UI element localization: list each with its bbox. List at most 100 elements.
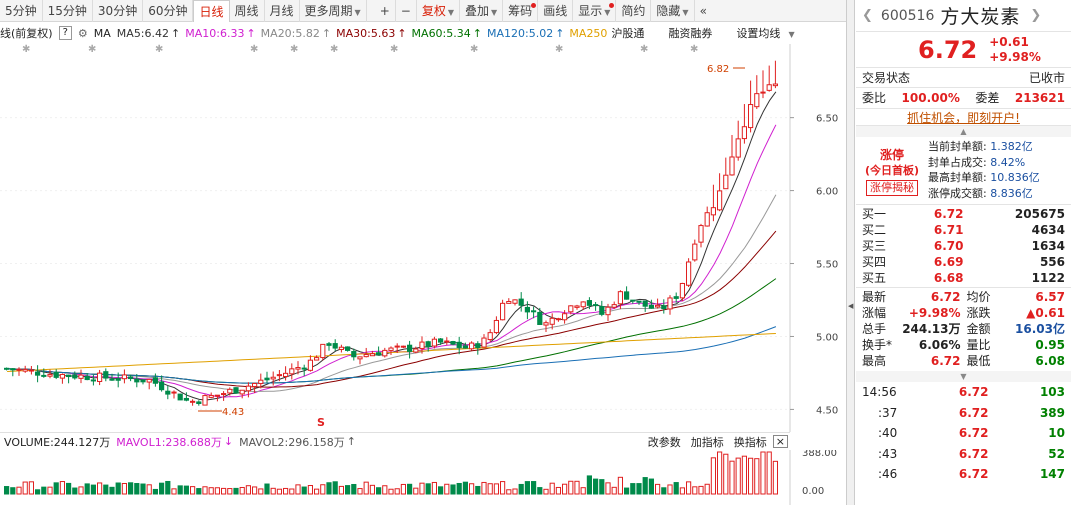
status-label: 交易状态 [862,71,911,85]
volume-bar [760,451,766,495]
open-account-banner[interactable]: 抓住机会，即刻开户! [856,108,1071,126]
book-price: 6.71 [933,223,964,237]
chevron-up-icon[interactable]: ▲ [856,126,1071,137]
limit-stat-row: 最高封单额: 10.836亿 [928,170,1071,186]
limit-up-reveal-button[interactable]: 涨停揭秘 [866,180,918,196]
fuquan-button[interactable]: 复权 ▼ [417,0,460,22]
order-book-row[interactable]: 买五 6.68 1122 [856,270,1071,286]
event-star-icon: ✱ [330,44,338,55]
order-book-row[interactable]: 买二 6.71 4634 [856,222,1071,238]
candle [382,347,388,358]
book-level: 买三 [862,239,887,253]
candle [97,369,103,386]
order-book-row[interactable]: 买三 6.70 1634 [856,238,1071,254]
volume-bar [692,486,698,495]
candle-body [4,367,10,370]
candle [196,400,202,406]
candle [413,346,419,354]
candle-body [481,337,487,348]
limit-stat-value: 1.382亿 [990,140,1033,153]
chips-button[interactable]: 筹码 [503,0,539,22]
candle-body [400,345,406,348]
event-star-icon: ✱ [88,44,96,55]
candle-body [593,304,599,307]
help-icon[interactable]: ? [58,26,72,40]
candle [400,345,406,348]
candle-body [462,345,468,349]
display-button[interactable]: 显示 ▼ [573,0,617,22]
book-price: 6.72 [933,207,964,221]
candle-body [574,305,580,308]
volume-bar [444,483,450,495]
period-monthly[interactable]: 月线 [265,0,300,22]
tick-time: :40 [878,426,898,440]
panel-splitter[interactable]: ◀ [846,0,855,505]
candle [661,299,667,314]
volume-chart[interactable]: 388.00 0.00 [0,450,848,505]
candle-body [537,311,543,325]
hide-button[interactable]: 隐藏 ▼ [651,0,695,22]
chevron-down-icon[interactable]: ▼ [856,371,1071,382]
period-daily[interactable]: 日线 [193,0,230,22]
candle-body [295,367,301,370]
candle-body [624,291,630,300]
quote-value: 6.72 [930,290,961,304]
candle [431,336,437,349]
candle-body [41,374,47,377]
period-5min[interactable]: 5分钟 [0,0,43,22]
candle [320,343,326,361]
overlay-button[interactable]: 叠加 ▼ [460,0,504,22]
candle-body [661,305,667,310]
weibi-label: 委比 [862,91,887,105]
prev-stock-icon[interactable]: ❮ [862,8,873,23]
candle [555,317,561,322]
period-more[interactable]: 更多周期 ▼ [300,0,367,22]
limit-stat-row: 当前封单额: 1.382亿 [928,139,1071,155]
zoom-out-button[interactable]: − [396,0,417,22]
close-icon[interactable]: × [772,435,788,448]
candle [506,298,512,304]
quote-label: 涨幅 [862,306,887,320]
candle [580,301,586,310]
limit-stat-label: 封单占成交: [928,155,987,169]
volume-bar [487,483,493,495]
candle-body [431,338,437,347]
add-indicator-button[interactable]: 加指标 [690,435,724,449]
margin-trading-link[interactable]: 融资融券 [668,27,713,40]
kline-chart[interactable]: ✱ ✱ ✱ ✱ ✱ ✱ ✱ ✱ ✱ ✱ ✱ 6.50 6.00 5.50 5.00 4.50 6.82 4.… [0,44,848,434]
period-weekly[interactable]: 周线 [230,0,265,22]
set-ma-button[interactable]: 设置均线 ▼ [736,25,800,41]
candle [438,338,444,345]
period-30min[interactable]: 30分钟 [93,0,144,22]
gear-icon[interactable]: ⚙ [77,26,88,40]
stock-header: ❮ 600516 方大炭素 ❯ [856,0,1071,32]
period-60min[interactable]: 60分钟 [143,0,194,22]
event-star-icon: ✱ [690,44,698,55]
volume-bar [741,455,747,495]
hgt-link[interactable]: 沪股通 [611,27,645,40]
candle-body [345,346,351,351]
candle [586,297,592,310]
candle-body [208,394,214,398]
order-book-row[interactable]: 买一 6.72 205675 [856,206,1071,222]
weibi-value: 100.00% [901,91,960,105]
quote-row: 最高 6.72 最低 6.08 [856,353,1071,369]
collapse-panel-button[interactable]: « [699,3,707,18]
candle-body [221,393,227,396]
candle-body [214,394,221,397]
order-book-row[interactable]: 买四 6.69 556 [856,254,1071,270]
draw-line-button[interactable]: 画线 [538,0,574,22]
candle-body [314,357,320,361]
quote-cell: 最低 6.08 [967,353,1071,369]
volume-bar [431,481,437,495]
candle [159,375,165,392]
next-stock-icon[interactable]: ❯ [1030,8,1042,23]
simple-mode-button[interactable]: 简约 [616,0,652,22]
zoom-in-button[interactable]: + [375,0,396,22]
volume-bar [301,486,307,495]
switch-indicator-button[interactable]: 换指标 [733,435,767,449]
expand-arrow-icon[interactable]: ◀ [848,302,854,310]
period-15min[interactable]: 15分钟 [43,0,93,22]
edit-params-button[interactable]: 改参数 [647,435,681,449]
candle [90,374,97,386]
